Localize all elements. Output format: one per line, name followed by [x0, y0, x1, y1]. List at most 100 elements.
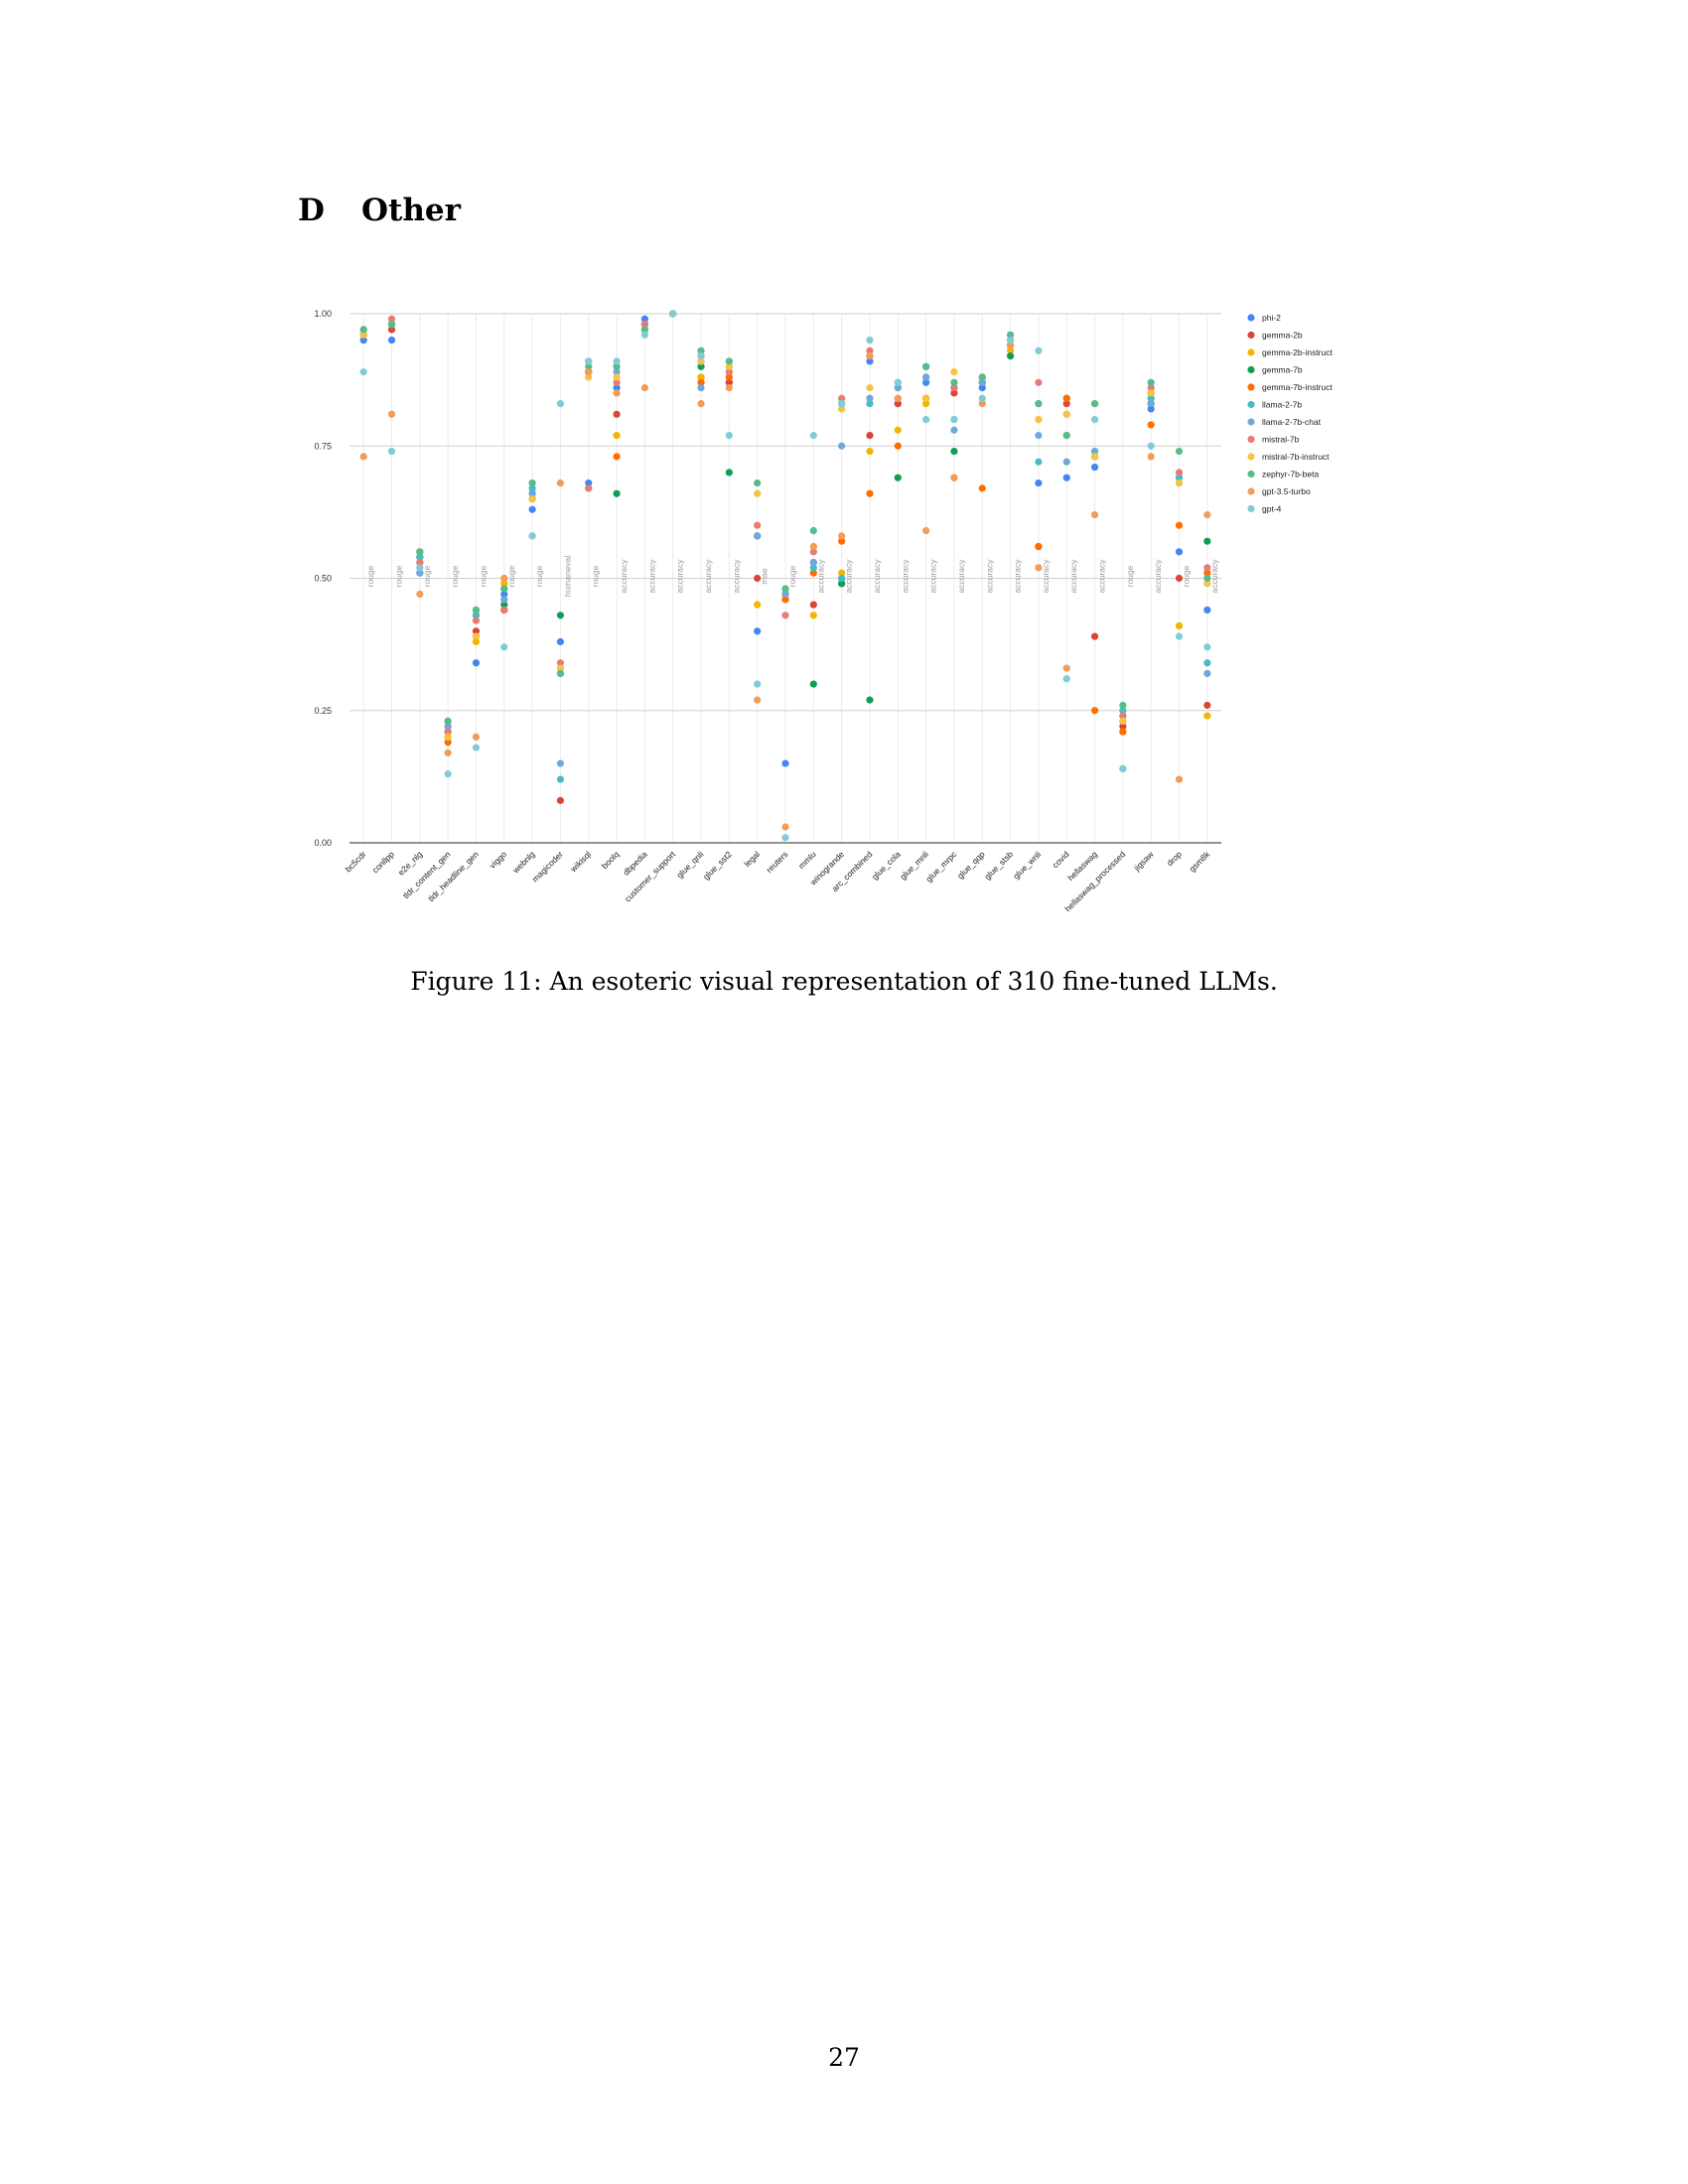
- data-point: [613, 453, 621, 461]
- chart-canvas: 0.000.250.500.751.00 rouge rouge rouge rouge…: [314, 309, 1333, 913]
- data-point: [1147, 442, 1155, 450]
- data-point: [444, 749, 452, 756]
- data-point: [894, 394, 902, 402]
- data-point: [416, 553, 424, 561]
- metric-label: accuracy: [675, 559, 685, 594]
- data-point: [472, 606, 481, 614]
- data-point: [754, 478, 762, 487]
- x-tick-label: glue_wnli: [1011, 849, 1043, 881]
- data-point: [1090, 453, 1099, 461]
- data-point: [950, 378, 958, 386]
- data-point: [894, 400, 902, 408]
- data-point: [472, 612, 481, 619]
- legend-marker: [1247, 314, 1255, 322]
- metric-label: accuracy: [731, 559, 741, 594]
- data-point: [528, 478, 536, 487]
- x-tick-label: reuters: [765, 849, 790, 875]
- legend-label: gemma-7b: [1262, 365, 1303, 375]
- data-point: [838, 569, 846, 577]
- data-point: [528, 494, 536, 503]
- data-point: [725, 431, 733, 440]
- data-point: [1147, 453, 1155, 461]
- data-point: [359, 337, 367, 344]
- legend-marker: [1247, 453, 1255, 461]
- data-point: [1035, 378, 1043, 386]
- data-point: [1062, 400, 1070, 408]
- legend-label: mistral-7b: [1262, 435, 1300, 445]
- data-point: [556, 612, 565, 619]
- metric-label: accuracy: [1153, 559, 1163, 594]
- metric-label: rouge: [393, 565, 403, 587]
- legend-label: gemma-7b-instruct: [1262, 382, 1333, 392]
- data-points: [359, 310, 1211, 842]
- data-point: [781, 834, 789, 842]
- data-point: [500, 580, 508, 588]
- data-point: [669, 310, 677, 318]
- data-point: [444, 723, 452, 731]
- data-point: [922, 400, 930, 408]
- metric-label: accuracy: [1068, 559, 1078, 594]
- data-point: [640, 321, 648, 329]
- data-point: [809, 548, 817, 556]
- y-axis: 0.00 0.25 0.50 0.75 1.00: [314, 309, 332, 848]
- metric-labels: rouge rouge rouge rouge rouge rouge rouge human…: [365, 556, 1219, 598]
- data-point: [781, 823, 789, 831]
- data-point: [866, 384, 874, 392]
- data-point: [1062, 410, 1070, 418]
- data-point: [1175, 574, 1184, 583]
- data-point: [1062, 675, 1070, 683]
- metric-label: accuracy: [1097, 559, 1107, 594]
- data-point: [1147, 400, 1155, 408]
- data-point: [950, 447, 958, 456]
- data-point: [866, 431, 874, 440]
- metric-label: rouge: [365, 565, 375, 587]
- data-point: [950, 368, 958, 376]
- x-tick-label: glue_mrpc: [923, 849, 959, 885]
- data-point: [1090, 510, 1099, 519]
- data-point: [528, 489, 536, 497]
- data-point: [444, 728, 452, 736]
- metric-label: rouge: [478, 565, 488, 587]
- data-point: [556, 400, 565, 408]
- data-point: [894, 384, 902, 392]
- data-point: [1090, 707, 1099, 715]
- data-point: [697, 373, 705, 381]
- data-point: [1119, 728, 1127, 736]
- data-point: [613, 389, 621, 397]
- data-point: [754, 601, 762, 609]
- data-point: [725, 469, 733, 477]
- data-point: [950, 426, 958, 434]
- data-point: [585, 484, 593, 492]
- x-tick-label: wikisql: [568, 849, 594, 875]
- data-point: [866, 696, 874, 704]
- series-gpt-3.5-turbo: [359, 310, 1211, 831]
- legend-label: phi-2: [1262, 313, 1281, 323]
- data-point: [1203, 669, 1211, 678]
- data-point: [1203, 569, 1211, 577]
- data-point: [1119, 712, 1127, 720]
- data-point: [472, 616, 481, 624]
- data-point: [556, 759, 565, 767]
- data-point: [697, 352, 705, 360]
- data-point: [1175, 548, 1184, 556]
- data-point: [809, 558, 817, 567]
- data-point: [472, 659, 481, 667]
- metric-label: humaneval: [562, 556, 572, 598]
- x-tick-label: boolq: [600, 849, 622, 871]
- legend-marker: [1247, 504, 1255, 513]
- metric-label: rouge: [787, 565, 797, 587]
- data-point: [1090, 632, 1099, 640]
- data-point: [1203, 659, 1211, 667]
- data-point: [1203, 564, 1211, 572]
- data-point: [444, 739, 452, 747]
- data-point: [809, 569, 817, 577]
- data-point: [1035, 416, 1043, 424]
- data-point: [838, 532, 846, 540]
- section-title: Other: [361, 193, 461, 228]
- data-point: [556, 669, 565, 678]
- data-point: [1090, 416, 1099, 424]
- y-tick-label: 0.25: [314, 706, 332, 716]
- data-point: [1035, 564, 1043, 572]
- data-point: [500, 643, 508, 651]
- data-point: [472, 637, 481, 646]
